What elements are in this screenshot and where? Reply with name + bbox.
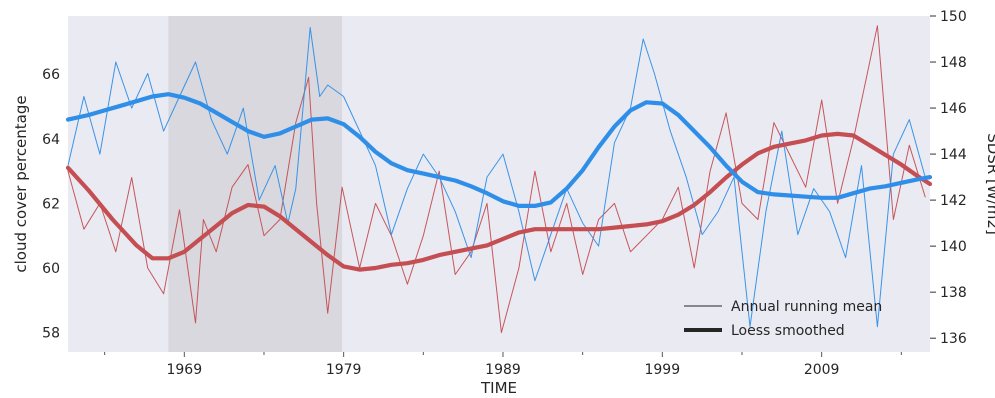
y-left-tick-label: 66 <box>42 67 60 83</box>
y-axis-right: 136 138 140 142 144 146 148 150 <box>930 9 967 347</box>
y-left-tick-label: 58 <box>42 326 60 342</box>
y-left-tick-label: 64 <box>42 132 60 148</box>
x-tick-label: 1969 <box>166 362 202 378</box>
y-right-tick-label: 146 <box>940 101 967 117</box>
series-lines <box>65 25 933 334</box>
legend-label-loess: Loess smoothed <box>731 323 845 339</box>
y-axis-right-label: SDSR [W/m2] <box>984 133 995 235</box>
y-right-tick-label: 148 <box>940 55 967 71</box>
y-axis-left-label: cloud cover percentage <box>12 95 30 272</box>
y-axis-left: 58 60 62 64 66 <box>42 67 60 341</box>
x-axis: 1969 1979 1989 1999 2009 <box>104 352 902 378</box>
y-left-tick-label: 60 <box>42 261 60 277</box>
cloud-annual-line <box>67 25 926 334</box>
y-left-tick-label: 62 <box>42 196 60 212</box>
y-right-tick-label: 138 <box>940 285 967 301</box>
x-tick-label: 2009 <box>804 362 840 378</box>
y-right-tick-label: 140 <box>940 239 967 255</box>
y-right-tick-label: 144 <box>940 147 967 163</box>
x-tick-label: 1979 <box>326 362 362 378</box>
y-right-tick-label: 136 <box>940 331 967 347</box>
y-right-tick-label: 150 <box>940 9 967 25</box>
legend-label-annual: Annual running mean <box>731 299 882 315</box>
cloud-loess-line <box>65 131 933 272</box>
y-right-tick-label: 142 <box>940 193 967 209</box>
x-axis-label: TIME <box>480 379 517 397</box>
x-tick-label: 1989 <box>485 362 521 378</box>
x-tick-label: 1999 <box>644 362 680 378</box>
sdsr-annual-line <box>67 27 926 328</box>
legend: Annual running mean Loess smoothed <box>684 299 882 339</box>
sdsr-loess-line <box>65 92 933 208</box>
